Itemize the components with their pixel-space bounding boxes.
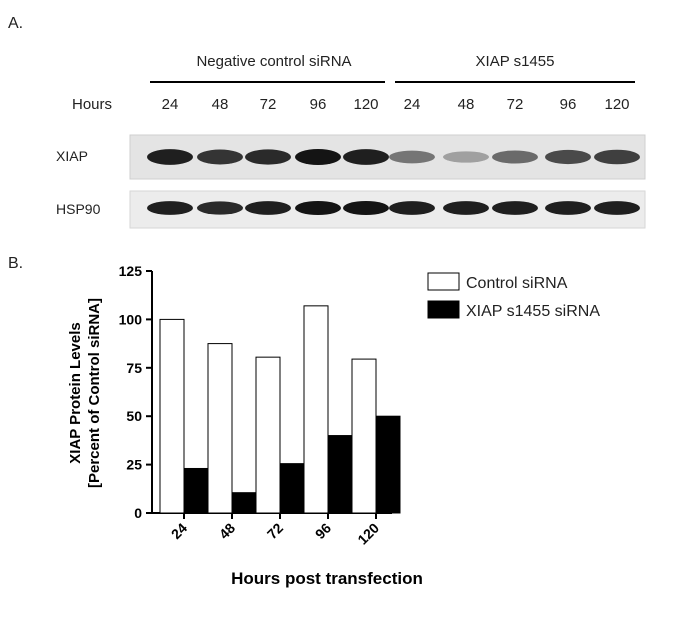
- x-axis-label: Hours post transfection: [231, 569, 423, 588]
- y-axis-label-line2: [Percent of Control siRNA]: [86, 298, 103, 488]
- hsp90-band: [594, 201, 640, 215]
- legend-label-xiap: XIAP s1455 siRNA: [466, 303, 600, 320]
- hour-label: 48: [458, 96, 475, 113]
- hour-label: 24: [404, 96, 421, 113]
- hour-label: 120: [604, 96, 629, 113]
- panel-a-label: A.: [8, 15, 23, 32]
- group-label-xiap: XIAP s1455: [476, 53, 555, 70]
- hour-label: 72: [260, 96, 277, 113]
- hsp90-band: [443, 201, 489, 215]
- legend-label-control: Control siRNA: [466, 275, 568, 292]
- y-tick-label: 25: [126, 457, 142, 473]
- xiap-band: [147, 149, 193, 165]
- y-ticks: 0 25 50 75 100 125: [119, 263, 152, 521]
- hsp90-band: [389, 201, 435, 215]
- legend-swatch-xiap: [427, 300, 460, 319]
- hour-label: 96: [310, 96, 327, 113]
- xiap-band: [197, 149, 243, 165]
- hsp90-band: [545, 201, 591, 215]
- y-axis-label-line1: XIAP Protein Levels: [67, 322, 84, 463]
- y-tick-label: 125: [119, 263, 143, 279]
- hsp90-bands: [147, 201, 640, 215]
- hour-label: 120: [353, 96, 378, 113]
- x-tick-label: 120: [354, 520, 382, 548]
- hour-label: 72: [507, 96, 524, 113]
- bar-xiap-siRNA: [375, 415, 401, 514]
- xiap-band: [443, 151, 489, 163]
- bar-xiap-siRNA: [279, 463, 305, 514]
- bar-xiap-siRNA: [231, 492, 257, 514]
- hsp90-band: [492, 201, 538, 215]
- y-tick-label: 100: [119, 311, 143, 327]
- bar-xiap-siRNA: [327, 435, 353, 514]
- bar-control-siRNA: [303, 305, 329, 514]
- row-label-xiap: XIAP: [56, 148, 88, 164]
- row-label-hsp90: HSP90: [56, 201, 101, 217]
- hour-label: 96: [560, 96, 577, 113]
- hsp90-band: [197, 201, 243, 215]
- y-tick-label: 0: [134, 505, 142, 521]
- hour-label: 48: [212, 96, 229, 113]
- bar-control-siRNA: [351, 358, 377, 514]
- hour-label: 24: [162, 96, 179, 113]
- xiap-band: [343, 149, 389, 165]
- bar-control-siRNA: [207, 343, 233, 514]
- bar-control-siRNA: [255, 356, 281, 514]
- x-tick-label: 48: [216, 520, 238, 542]
- xiap-band: [492, 150, 538, 164]
- hsp90-band: [343, 201, 389, 215]
- xiap-band: [545, 149, 591, 165]
- hsp90-band: [295, 201, 341, 215]
- xiap-band: [295, 149, 341, 165]
- x-tick-label: 96: [312, 520, 334, 542]
- legend-swatch-control: [427, 272, 460, 291]
- xiap-band: [594, 149, 640, 165]
- bar-control-siRNA: [159, 318, 185, 514]
- y-tick-label: 50: [126, 408, 142, 424]
- bar-chart: 0 25 50 75 100 125 24 48 72 96 120 XIAP Protein L…: [67, 263, 600, 588]
- xiap-band: [245, 149, 291, 165]
- hour-labels: 24 48 72 96 120 24 48 72 96 120: [162, 96, 630, 113]
- x-ticks: 24 48 72 96 120: [168, 513, 382, 548]
- hsp90-band: [147, 201, 193, 215]
- group-label-negative-control: Negative control siRNA: [196, 53, 351, 70]
- bar-xiap-siRNA: [183, 467, 209, 514]
- xiap-bands: [147, 149, 640, 165]
- y-tick-label: 75: [126, 360, 142, 376]
- hours-label: Hours: [72, 96, 112, 113]
- x-tick-label: 24: [168, 520, 190, 542]
- hsp90-band: [245, 201, 291, 215]
- xiap-band: [389, 150, 435, 164]
- bars: [159, 305, 401, 514]
- x-tick-label: 72: [264, 520, 286, 542]
- panel-b-label: B.: [8, 255, 23, 272]
